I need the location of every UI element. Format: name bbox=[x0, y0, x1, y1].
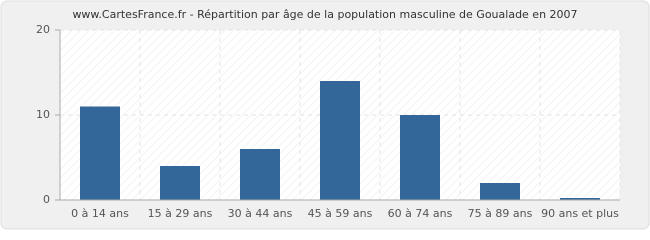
page: www.CartesFrance.fr - Répartition par âg… bbox=[0, 0, 650, 230]
x-tick-label: 30 à 44 ans bbox=[228, 207, 293, 220]
bar bbox=[160, 166, 200, 200]
y-tick-label: 20 bbox=[36, 23, 50, 36]
bar bbox=[80, 106, 120, 200]
y-tick-label: 10 bbox=[36, 108, 50, 121]
y-tick-label: 0 bbox=[43, 193, 50, 206]
x-tick-label: 75 à 89 ans bbox=[468, 207, 533, 220]
bar bbox=[240, 149, 280, 200]
x-tick-label: 45 à 59 ans bbox=[308, 207, 373, 220]
chart-title: www.CartesFrance.fr - Répartition par âg… bbox=[72, 8, 577, 21]
x-tick-label: 15 à 29 ans bbox=[148, 207, 213, 220]
x-tick-label: 0 à 14 ans bbox=[71, 207, 129, 220]
bar bbox=[400, 115, 440, 200]
bar bbox=[480, 183, 520, 200]
x-tick-label: 90 ans et plus bbox=[541, 207, 619, 220]
bar bbox=[560, 198, 600, 200]
bar bbox=[320, 81, 360, 200]
x-tick-label: 60 à 74 ans bbox=[388, 207, 453, 220]
chart: www.CartesFrance.fr - Répartition par âg… bbox=[0, 0, 650, 230]
